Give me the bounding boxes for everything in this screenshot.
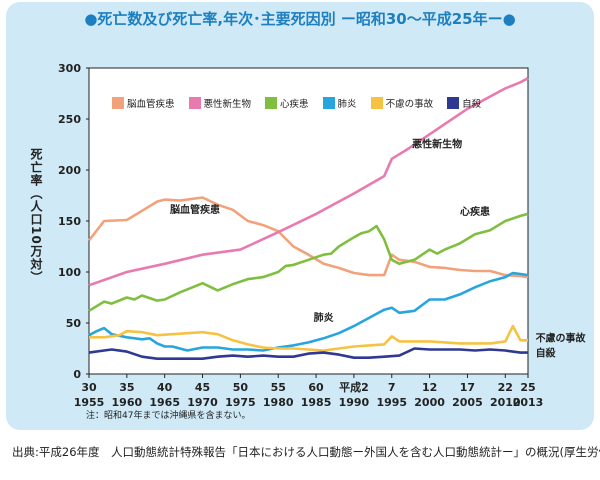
legend-item: 脳血管疾患	[112, 96, 175, 110]
y-tick-label: 100	[58, 266, 81, 279]
x-tick-year-label: 1995	[376, 396, 407, 409]
legend-label: 心疾患	[280, 99, 309, 110]
y-tick-label: 250	[58, 113, 81, 126]
x-tick-year-label: 2013	[513, 396, 544, 409]
series-line	[88, 271, 529, 352]
legend-swatch	[447, 97, 460, 109]
x-tick-year-label: 1960	[112, 396, 143, 409]
plot-area	[88, 67, 529, 375]
y-tick-label: 150	[58, 215, 81, 228]
y-tick-label: 300	[58, 62, 81, 75]
legend-swatch	[188, 97, 201, 109]
x-tick-year-label: 1955	[74, 396, 105, 409]
y-axis-label: 死亡率（人口10万対）	[29, 148, 43, 284]
x-tick-era-label: 55	[271, 381, 286, 394]
x-tick-year-label: 1985	[301, 396, 332, 409]
y-tick-label: 50	[66, 317, 82, 330]
x-tick-era-label: 60	[308, 381, 324, 394]
series-line	[87, 196, 529, 279]
x-tick-year-label: 1980	[263, 396, 294, 409]
y-tick-label: 200	[58, 164, 81, 177]
legend-label: 肺炎	[337, 99, 357, 110]
legend-label: 自殺	[462, 99, 482, 110]
y-tick-label: 0	[73, 368, 81, 381]
legend-swatch	[370, 97, 383, 109]
x-tick-year-label: 2010	[490, 396, 521, 409]
x-tick-era-label: 平成2	[339, 380, 369, 394]
series-line	[89, 324, 528, 352]
legend-label: 脳血管疾患	[127, 99, 175, 110]
x-tick-year-label: 1990	[339, 396, 370, 409]
series-annotation: 脳血管疾患	[170, 203, 220, 216]
x-tick-era-label: 35	[119, 381, 134, 394]
legend: 脳血管疾患 悪性新生物 心疾患 肺炎 不慮の事故 自殺	[112, 96, 481, 110]
series-annotation: 不慮の事故	[536, 331, 587, 344]
x-tick-year-label: 1970	[187, 396, 218, 409]
source-citation: 出典:平成26年度 人口動態統計特殊報告「日本における人口動態ー外国人を含む人口…	[12, 445, 600, 459]
legend-swatch	[112, 97, 124, 109]
x-tick-era-label: 25	[520, 381, 535, 394]
series-annotation: 心疾患	[460, 205, 490, 218]
x-tick-year-label: 2000	[414, 396, 445, 409]
chart-note: 注：昭和47年までは沖縄県を含まない。	[86, 411, 251, 421]
legend-label: 悪性新生物	[203, 99, 252, 110]
chart-title: ●死亡数及び死亡率,年次･主要死因別 ー昭和30～平成25年ー●	[84, 10, 516, 28]
chart-canvas: 0 50 100 150 200 250 300 30 1955 35 1960 40 1965 45 19…	[58, 62, 587, 409]
series-annotation: 肺炎	[314, 311, 334, 324]
x-tick-year-label: 1965	[149, 396, 180, 409]
legend-item: 心疾患	[265, 96, 309, 110]
legend-item: 悪性新生物	[188, 96, 252, 110]
x-tick-year-label: 2005	[452, 396, 483, 409]
x-tick-year-label: 1975	[225, 396, 256, 409]
x-tick-era-label: 12	[422, 381, 437, 394]
series-annotation: 自殺	[536, 347, 557, 360]
series-annotation: 悪性新生物	[412, 138, 462, 151]
legend-swatch	[265, 97, 278, 109]
legend-label: 不慮の事故	[385, 99, 434, 110]
x-tick-era-label: 22	[498, 381, 513, 394]
legend-item: 肺炎	[322, 96, 357, 110]
x-tick-era-label: 50	[233, 381, 249, 394]
legend-item: 自殺	[447, 96, 481, 110]
legend-swatch	[322, 97, 335, 109]
legend-item: 不慮の事故	[370, 96, 434, 110]
x-tick-era-label: 40	[157, 381, 173, 394]
x-tick-era-label: 7	[388, 381, 396, 394]
x-tick-era-label: 17	[460, 381, 475, 394]
series-line	[88, 212, 529, 312]
series-line	[88, 77, 529, 287]
x-tick-era-label: 30	[81, 381, 97, 394]
series-line	[88, 347, 528, 361]
x-tick-era-label: 45	[195, 381, 210, 394]
